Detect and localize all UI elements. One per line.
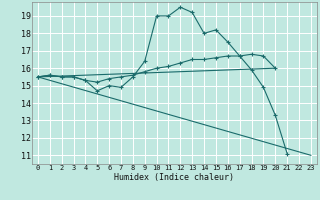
X-axis label: Humidex (Indice chaleur): Humidex (Indice chaleur) [115, 173, 234, 182]
